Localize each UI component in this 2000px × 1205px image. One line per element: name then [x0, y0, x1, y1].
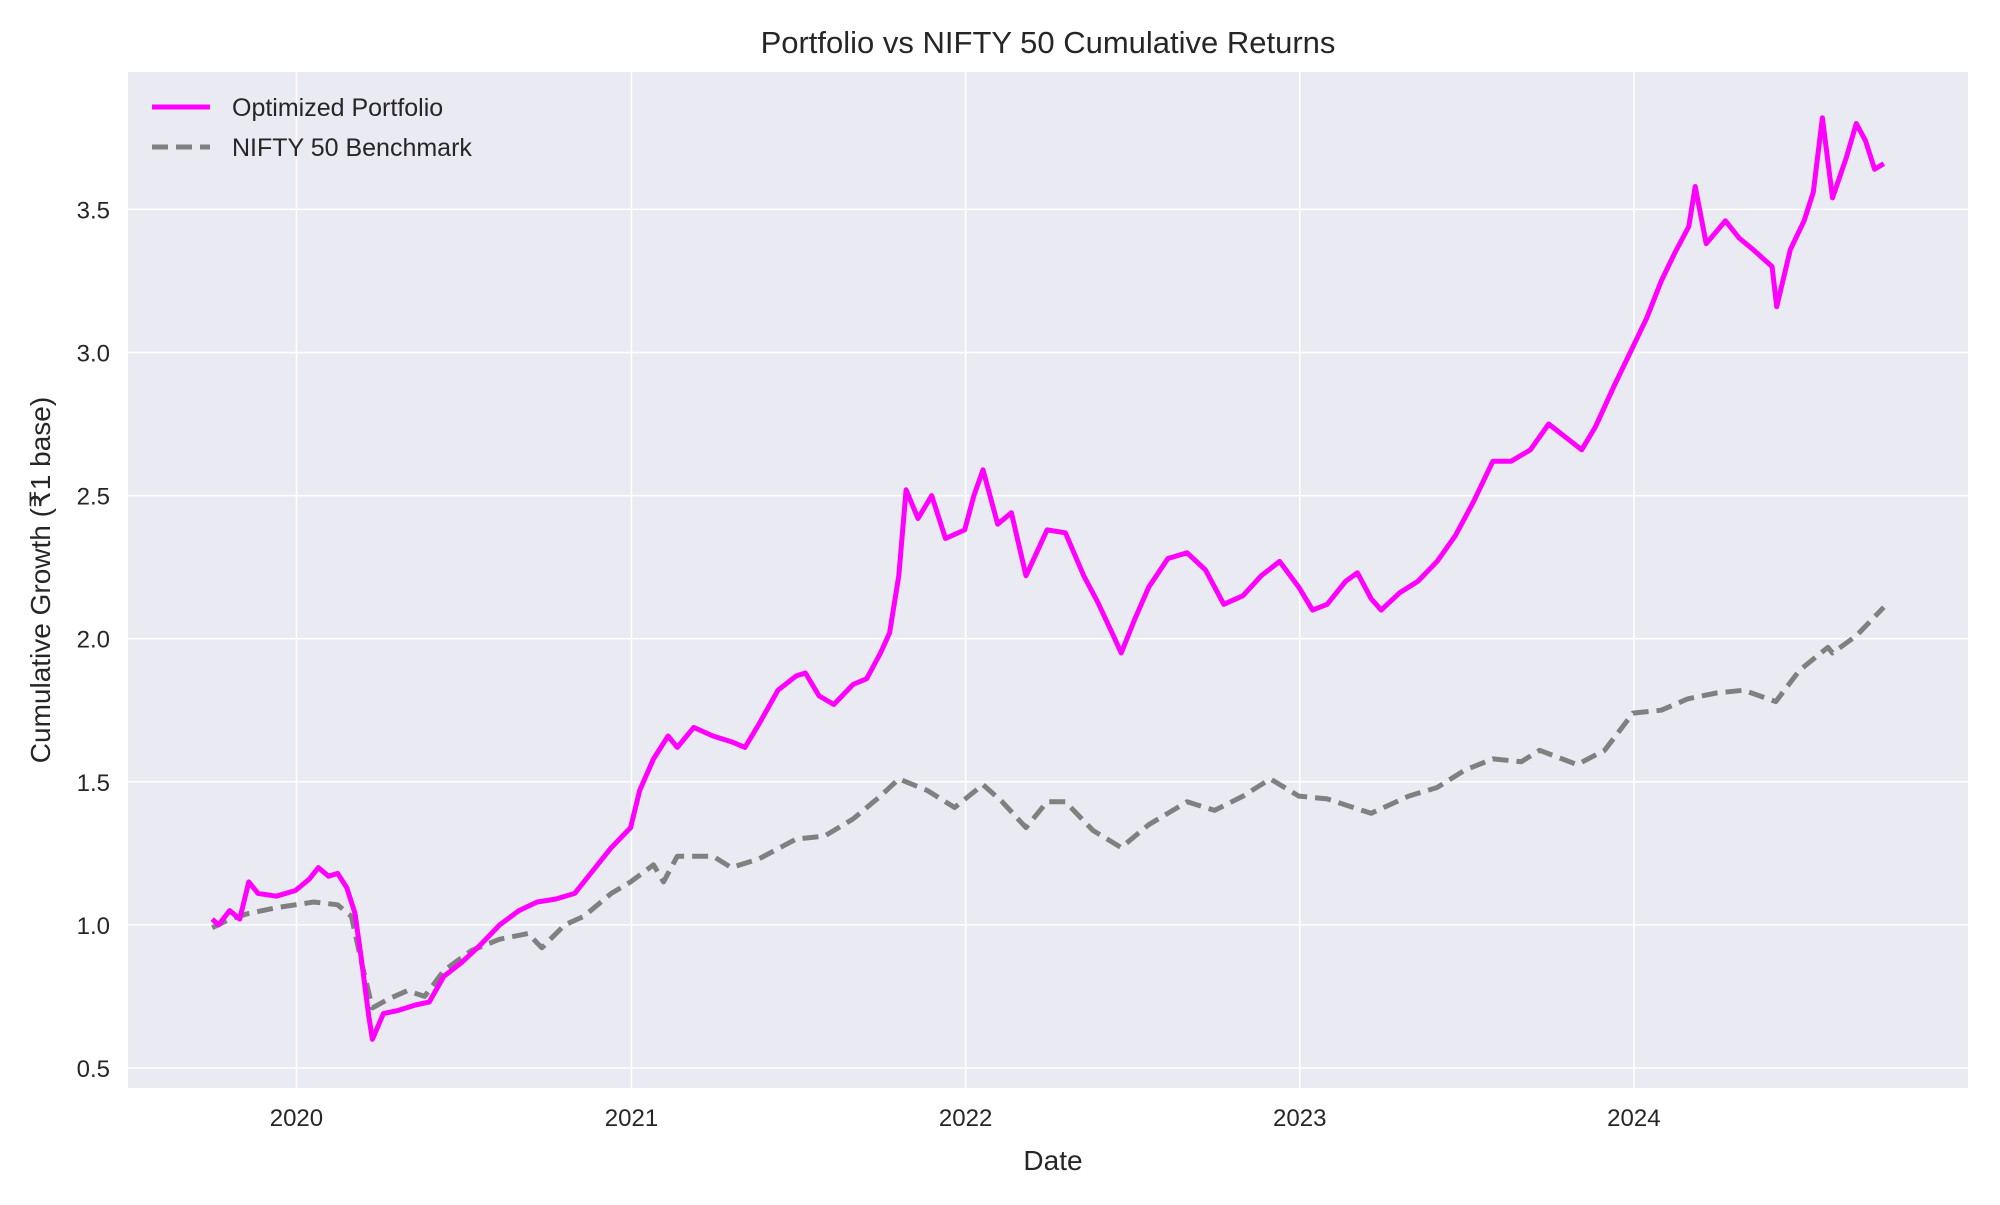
series-line-portfolio — [210, 115, 1886, 1042]
series-line-benchmark — [211, 605, 1886, 1011]
legend-label-portfolio: Optimized Portfolio — [232, 94, 443, 122]
y-axis-label: Cumulative Growth (₹1 base) — [25, 397, 56, 763]
y-tick-label: 2.0 — [77, 627, 110, 654]
x-tick-label: 2023 — [1273, 1105, 1326, 1132]
legend-label-benchmark: NIFTY 50 Benchmark — [232, 134, 472, 162]
chart-title: Portfolio vs NIFTY 50 Cumulative Returns — [761, 25, 1336, 60]
plot-area — [128, 72, 1968, 1088]
tick-labels: 0.5 1.0 1.5 2.0 2.5 3.0 3.5 2020 2021 2022 2023 202… — [77, 197, 1661, 1132]
x-tick-label: 2021 — [605, 1105, 658, 1132]
x-tick-label: 2024 — [1607, 1105, 1660, 1132]
x-tick-label: 2020 — [270, 1105, 323, 1132]
series-layer — [210, 115, 1886, 1042]
x-axis-label: Date — [1023, 1145, 1082, 1176]
y-tick-label: 3.5 — [77, 197, 110, 224]
y-tick-label: 2.5 — [77, 484, 110, 511]
y-tick-label: 1.0 — [77, 913, 110, 940]
x-tick-label: 2022 — [939, 1105, 992, 1132]
y-tick-label: 1.5 — [77, 770, 110, 797]
legend: Optimized Portfolio NIFTY 50 Benchmark — [152, 94, 472, 162]
grid — [128, 72, 1968, 1088]
y-tick-label: 0.5 — [77, 1056, 110, 1083]
y-tick-label: 3.0 — [77, 340, 110, 367]
